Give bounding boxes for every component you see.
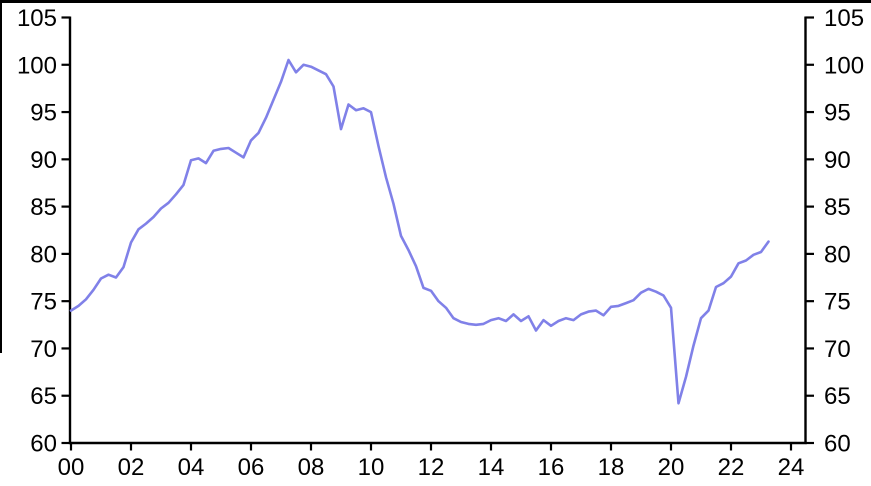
svg-text:100: 100 bbox=[17, 52, 57, 79]
svg-text:60: 60 bbox=[824, 431, 851, 458]
svg-text:80: 80 bbox=[30, 241, 57, 268]
svg-text:65: 65 bbox=[30, 383, 57, 410]
svg-text:105: 105 bbox=[17, 5, 57, 32]
svg-text:85: 85 bbox=[30, 194, 57, 221]
svg-text:14: 14 bbox=[478, 454, 505, 481]
svg-text:12: 12 bbox=[418, 454, 445, 481]
svg-text:90: 90 bbox=[824, 147, 851, 174]
svg-text:18: 18 bbox=[598, 454, 625, 481]
svg-text:20: 20 bbox=[658, 454, 685, 481]
svg-text:08: 08 bbox=[298, 454, 325, 481]
series-line bbox=[69, 58, 770, 405]
svg-text:06: 06 bbox=[238, 454, 265, 481]
svg-text:95: 95 bbox=[30, 100, 57, 127]
svg-text:85: 85 bbox=[824, 194, 851, 221]
svg-text:02: 02 bbox=[118, 454, 145, 481]
svg-text:70: 70 bbox=[30, 336, 57, 363]
window-border-left bbox=[0, 0, 2, 353]
svg-text:04: 04 bbox=[178, 454, 205, 481]
svg-text:100: 100 bbox=[824, 52, 864, 79]
svg-text:22: 22 bbox=[718, 454, 745, 481]
svg-text:16: 16 bbox=[538, 454, 565, 481]
svg-text:95: 95 bbox=[824, 100, 851, 127]
window-border-top bbox=[0, 0, 871, 3]
svg-text:00: 00 bbox=[58, 454, 85, 481]
svg-text:75: 75 bbox=[30, 289, 57, 316]
svg-text:70: 70 bbox=[824, 336, 851, 363]
y-axis-right-tick-labels: 60 65 70 75 80 85 90 95 100 105 bbox=[824, 5, 864, 458]
svg-text:65: 65 bbox=[824, 383, 851, 410]
y-axis-left bbox=[61, 16, 72, 445]
svg-text:75: 75 bbox=[824, 289, 851, 316]
svg-text:24: 24 bbox=[778, 454, 805, 481]
x-axis-tick-labels: 00 02 04 06 08 10 12 14 16 18 20 22 24 bbox=[58, 454, 805, 481]
x-axis bbox=[68, 441, 807, 451]
svg-text:80: 80 bbox=[824, 241, 851, 268]
svg-text:60: 60 bbox=[30, 431, 57, 458]
svg-text:10: 10 bbox=[358, 454, 385, 481]
svg-text:105: 105 bbox=[824, 5, 864, 32]
y-axis-right bbox=[804, 16, 814, 445]
y-axis-left-tick-labels: 60 65 70 75 80 85 90 95 100 105 bbox=[17, 5, 57, 458]
svg-text:90: 90 bbox=[30, 147, 57, 174]
